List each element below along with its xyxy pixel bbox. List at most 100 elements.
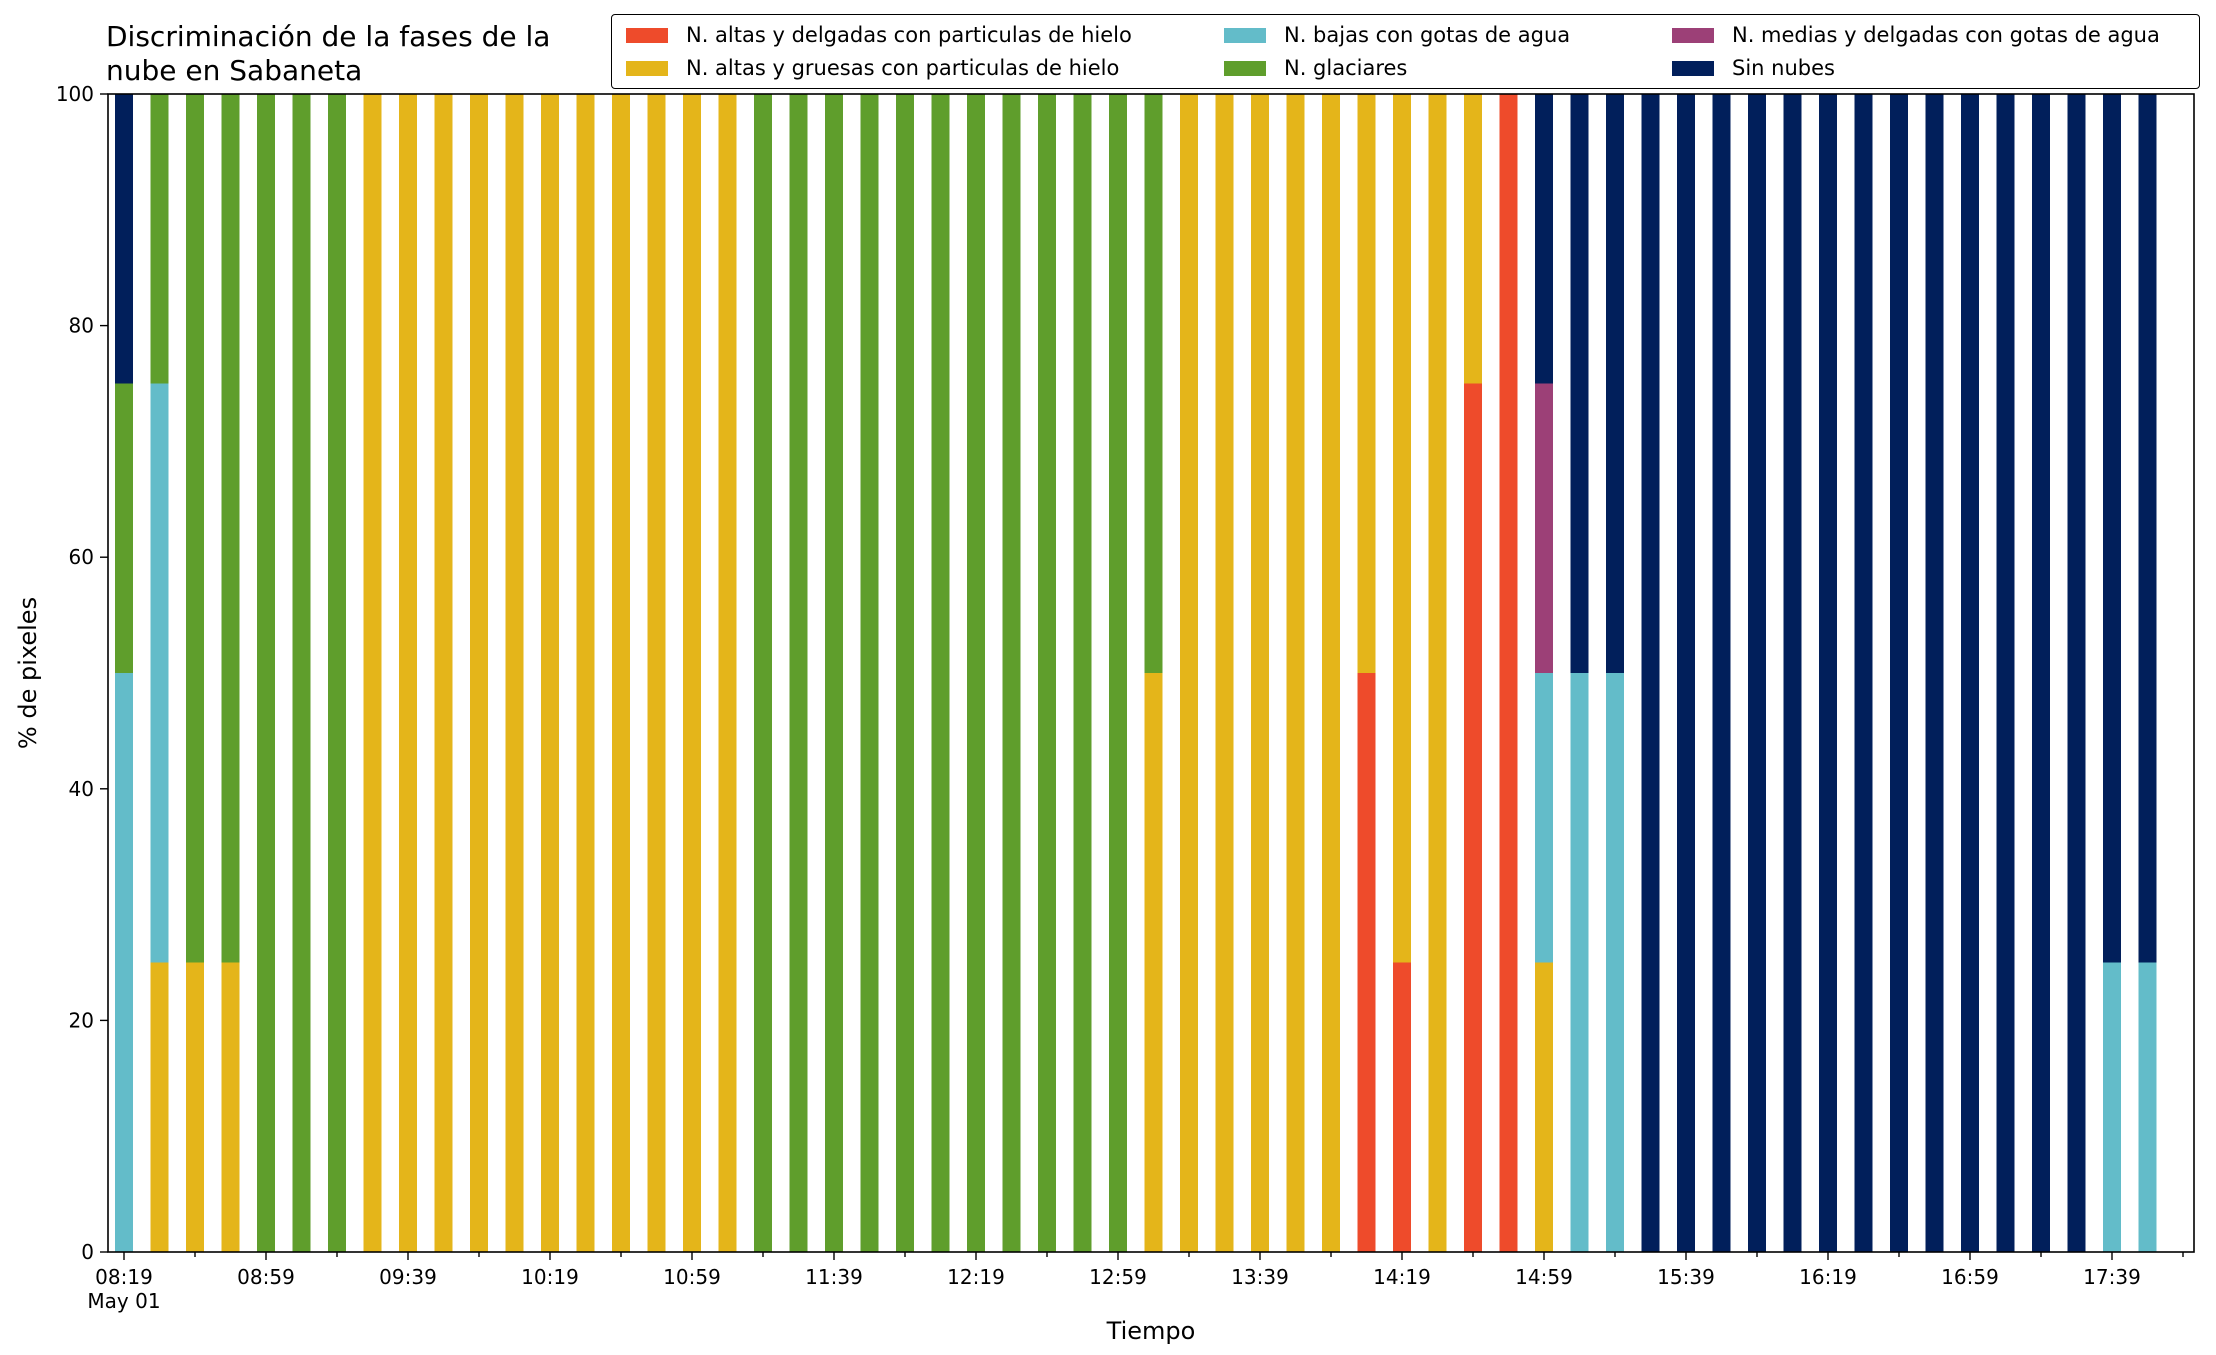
bar-segment <box>1925 94 1944 1252</box>
bar-segment <box>2138 962 2157 1252</box>
x-tick-label: 15:39 <box>1657 1265 1715 1289</box>
x-tick-label: 13:39 <box>1231 1265 1289 1289</box>
bar-segment <box>150 383 169 963</box>
bar-segment <box>1606 673 1624 1252</box>
bar-segment <box>1712 94 1731 1252</box>
legend-item-bajas-gotas: N. bajas con gotas de agua <box>1224 23 1570 47</box>
y-axis-label: % de pixeles <box>14 597 42 749</box>
y-tick-label: 0 <box>81 1240 94 1264</box>
bar-segment <box>1002 94 1021 1252</box>
legend: N. altas y delgadas con particulas de hi… <box>611 14 2200 89</box>
bar-segment <box>150 962 169 1252</box>
x-tick-label: 16:19 <box>1799 1265 1857 1289</box>
bar-segment <box>115 94 133 384</box>
legend-label: Sin nubes <box>1732 56 1835 80</box>
legend-swatch <box>1224 60 1266 76</box>
bar-segment <box>1641 94 1660 1252</box>
bar-segment <box>789 94 808 1252</box>
bar-segment <box>1393 962 1411 1252</box>
bar-segment <box>1996 94 2015 1252</box>
legend-swatch <box>626 60 668 76</box>
bar-segment <box>150 94 169 384</box>
x-tick-label: 12:19 <box>947 1265 1005 1289</box>
bar-segment <box>825 94 843 1252</box>
legend-swatch <box>1672 60 1714 76</box>
x-tick-label: 12:59 <box>1089 1265 1147 1289</box>
bar-segment <box>221 962 240 1252</box>
y-tick-label: 60 <box>69 545 94 569</box>
bar-segment <box>1535 673 1553 963</box>
bar-segment <box>1109 94 1127 1252</box>
bar-segment <box>1499 94 1518 1252</box>
bar-segment <box>2103 94 2121 963</box>
chart-title: Discriminación de la fases de la nube en… <box>106 20 551 87</box>
x-tick-label: 14:19 <box>1373 1265 1431 1289</box>
x-tick-label: 10:19 <box>521 1265 579 1289</box>
legend-swatch <box>626 27 668 43</box>
bar-segment <box>1535 383 1553 673</box>
bar-segment <box>505 94 524 1252</box>
bar-segment <box>363 94 382 1252</box>
y-tick-label: 80 <box>69 314 94 338</box>
x-tick-label: 11:39 <box>805 1265 863 1289</box>
bar-segment <box>1357 673 1376 1252</box>
bar-segment <box>1073 94 1092 1252</box>
bar-segment <box>1748 94 1766 1252</box>
bar-segment <box>2138 94 2157 963</box>
bar-segment <box>1570 673 1589 1252</box>
bar-segment <box>647 94 666 1252</box>
bar-segment <box>860 94 879 1252</box>
bar-segment <box>1251 94 1269 1252</box>
bar-segment <box>1677 94 1695 1252</box>
legend-label: N. altas y gruesas con particulas de hie… <box>686 56 1120 80</box>
bar-segment <box>1961 94 1979 1252</box>
bar-segment <box>399 94 417 1252</box>
bar-segment <box>1144 94 1163 673</box>
bar-segment <box>257 94 275 1252</box>
bar-segment <box>931 94 950 1252</box>
x-tick-label: 10:59 <box>663 1265 721 1289</box>
bar-segment <box>328 94 346 1252</box>
bar-segment <box>1428 94 1447 1252</box>
bar-segment <box>1464 94 1482 384</box>
x-axis-label: Tiempo <box>1106 1317 1196 1345</box>
bar-segment <box>221 94 240 963</box>
bar-segment <box>186 962 204 1252</box>
bar-segment <box>754 94 772 1252</box>
legend-label: N. bajas con gotas de agua <box>1284 23 1571 47</box>
legend-label: N. medias y delgadas con gotas de agua <box>1732 23 2160 47</box>
bar-segment <box>1570 94 1589 673</box>
legend-swatch <box>1672 27 1714 43</box>
bar-segment <box>1144 673 1163 1252</box>
bar-segment <box>1783 94 1802 1252</box>
bar-segment <box>541 94 559 1252</box>
x-tick-label: 14:59 <box>1515 1265 1573 1289</box>
bar-segment <box>1606 94 1624 673</box>
bar-segment <box>1322 94 1340 1252</box>
bar-segment <box>434 94 453 1252</box>
legend-item-sin-nubes: Sin nubes <box>1672 56 1835 80</box>
bar-segment <box>186 94 204 963</box>
bar-segment <box>718 94 737 1252</box>
legend-item-altas-gruesas: N. altas y gruesas con particulas de hie… <box>626 56 1119 80</box>
bar-segment <box>292 94 311 1252</box>
x-tick-label: 08:19 <box>95 1265 153 1289</box>
bar-segment <box>470 94 488 1252</box>
bar-segment <box>1819 94 1837 1252</box>
x-tick-label: 08:59 <box>237 1265 295 1289</box>
bar-segment <box>1464 383 1482 1252</box>
bar-segment <box>115 673 133 1252</box>
bar-segment <box>1286 94 1305 1252</box>
x-tick-label: 09:39 <box>379 1265 437 1289</box>
bar-segment <box>1393 94 1411 963</box>
bar-segment <box>1357 94 1376 673</box>
bar-segment <box>115 383 133 673</box>
bar-segment <box>1535 962 1553 1252</box>
legend-label: N. altas y delgadas con particulas de hi… <box>686 23 1132 47</box>
bar-segment <box>2032 94 2050 1252</box>
bar-segment <box>576 94 595 1252</box>
bar-segment <box>1215 94 1234 1252</box>
bar-segment <box>1180 94 1198 1252</box>
bar-segment <box>1535 94 1553 384</box>
